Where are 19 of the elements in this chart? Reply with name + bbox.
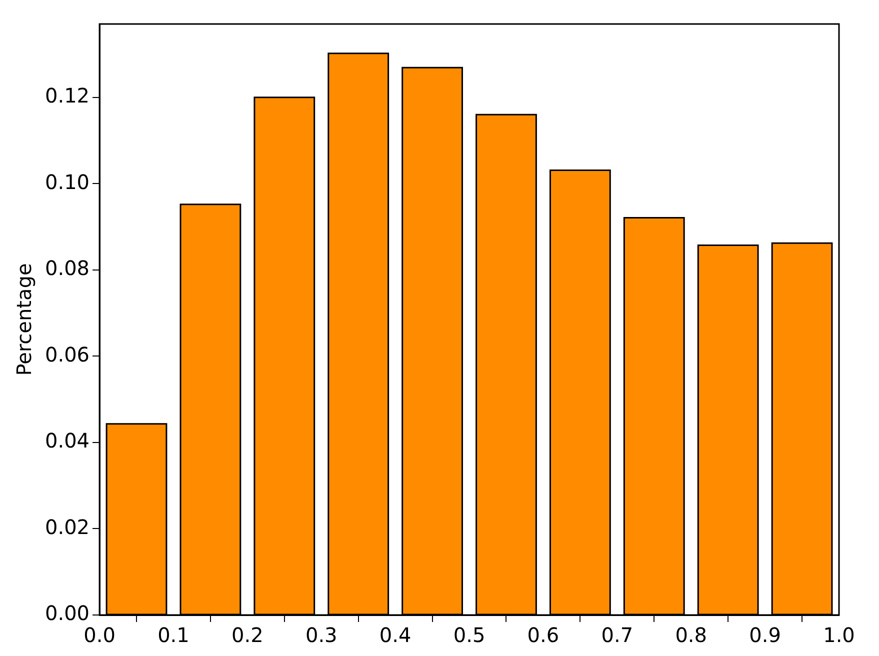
x-tick-label: 0.2 bbox=[232, 623, 264, 648]
y-tick-label: 0.10 bbox=[45, 170, 90, 194]
y-tick-label: 0.02 bbox=[45, 514, 90, 539]
x-tick-label: 0.9 bbox=[749, 623, 781, 648]
x-tick-label: 0.3 bbox=[305, 623, 338, 648]
y-tick-label: 0.04 bbox=[45, 428, 90, 453]
x-tick-label: 0.0 bbox=[84, 623, 116, 648]
x-tick-label: 0.7 bbox=[601, 623, 634, 648]
x-tick-label: 0.1 bbox=[158, 623, 190, 648]
y-tick-label: 0.06 bbox=[45, 342, 90, 366]
x-tick-label: 0.6 bbox=[527, 623, 560, 648]
x-tick-label: 0.4 bbox=[379, 623, 412, 648]
y-tick-label: 0.08 bbox=[45, 256, 90, 280]
y-tick-label: 0.00 bbox=[45, 601, 90, 626]
x-tick-label: 0.5 bbox=[453, 623, 486, 648]
y-tick-label: 0.12 bbox=[45, 84, 90, 108]
x-tick-label: 1.0 bbox=[823, 623, 855, 648]
x-tick-label: 0.8 bbox=[675, 623, 708, 648]
y-axis-title: Percentage bbox=[12, 263, 36, 376]
